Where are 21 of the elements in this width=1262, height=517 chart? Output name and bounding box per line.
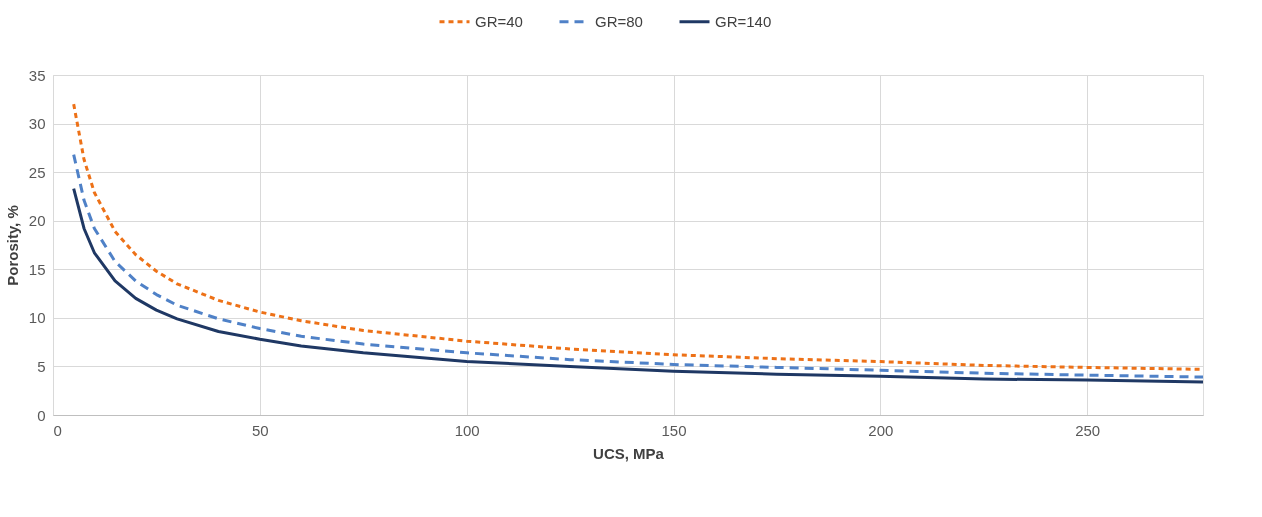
x-axis-title: UCS, MPa	[593, 444, 665, 462]
y-tick-label: 35	[28, 66, 46, 84]
legend-label: GR=40	[475, 12, 523, 30]
line-series	[72, 187, 1205, 384]
y-tick-label: 10	[28, 309, 46, 327]
x-tick-label: 0	[53, 421, 62, 439]
x-tick-label: 200	[868, 421, 894, 439]
y-tick-label: 15	[28, 260, 46, 278]
x-tick-label: 250	[1075, 421, 1101, 439]
y-tick-label: 25	[28, 163, 46, 181]
line-series	[72, 153, 1205, 379]
y-tick-label: 0	[37, 406, 46, 424]
x-tick-label: 150	[661, 421, 687, 439]
y-tick-label: 5	[37, 357, 46, 375]
legend-label: GR=140	[715, 12, 772, 30]
y-tick-label: 20	[28, 212, 46, 230]
y-axis-title: Porosity, %	[3, 205, 21, 286]
y-tick-label: 30	[28, 115, 46, 133]
x-tick-label: 50	[251, 421, 269, 439]
x-tick-label: 100	[454, 421, 480, 439]
legend-label: GR=80	[595, 12, 643, 30]
